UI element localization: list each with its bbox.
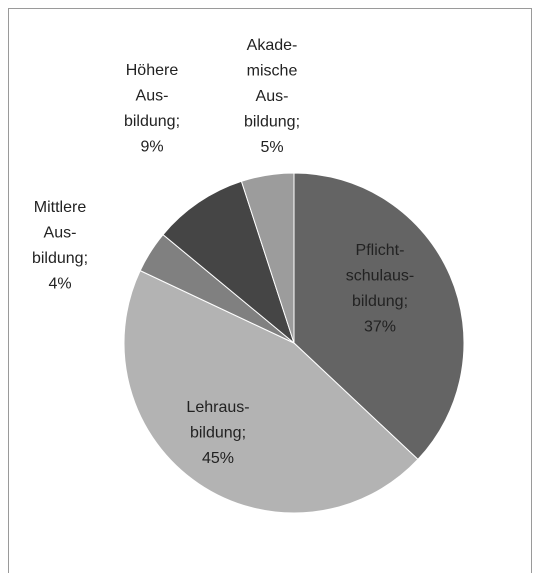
pie-slice [240,172,295,344]
slice-label-line: bildung; [32,250,88,267]
pie-slice [123,269,419,514]
slice-label: Mittlere Aus-bildung; [32,199,88,267]
slice-label-line: bildung; [190,425,246,442]
value-label: 9% [140,139,163,156]
slice-label-line: Lehraus- [186,399,249,416]
slice-label-line: Pflicht- [356,242,405,259]
slice-label-line: Aus- [136,88,169,105]
pie-slice [293,172,465,461]
slice-label: Akade-mische Aus-bildung; [244,37,300,131]
pie-slice [162,180,296,345]
slice-label: Pflicht-schulaus-bildung; [346,242,414,310]
slice-label: Lehraus-bildung; [186,399,249,442]
slice-label-line: Höhere [126,62,179,79]
slice-label-line: bildung; [124,113,180,130]
slice-label-line: Aus- [256,88,289,105]
value-label: 45% [202,450,234,467]
slice-label: Höhere Aus-bildung; [124,62,180,130]
slice-label-line: Aus- [44,225,77,242]
slice-label-line: bildung; [244,114,300,131]
value-label: 5% [260,139,283,156]
slice-label-line: schulaus- [346,268,414,285]
slice-label-line: mische [247,63,298,80]
chart-frame [8,8,532,573]
slice-label-line: bildung; [352,293,408,310]
slice-label-line: Mittlere [34,199,87,216]
value-label: 4% [48,276,71,293]
value-label: 37% [364,319,396,336]
slice-label-line: Akade- [247,37,298,54]
